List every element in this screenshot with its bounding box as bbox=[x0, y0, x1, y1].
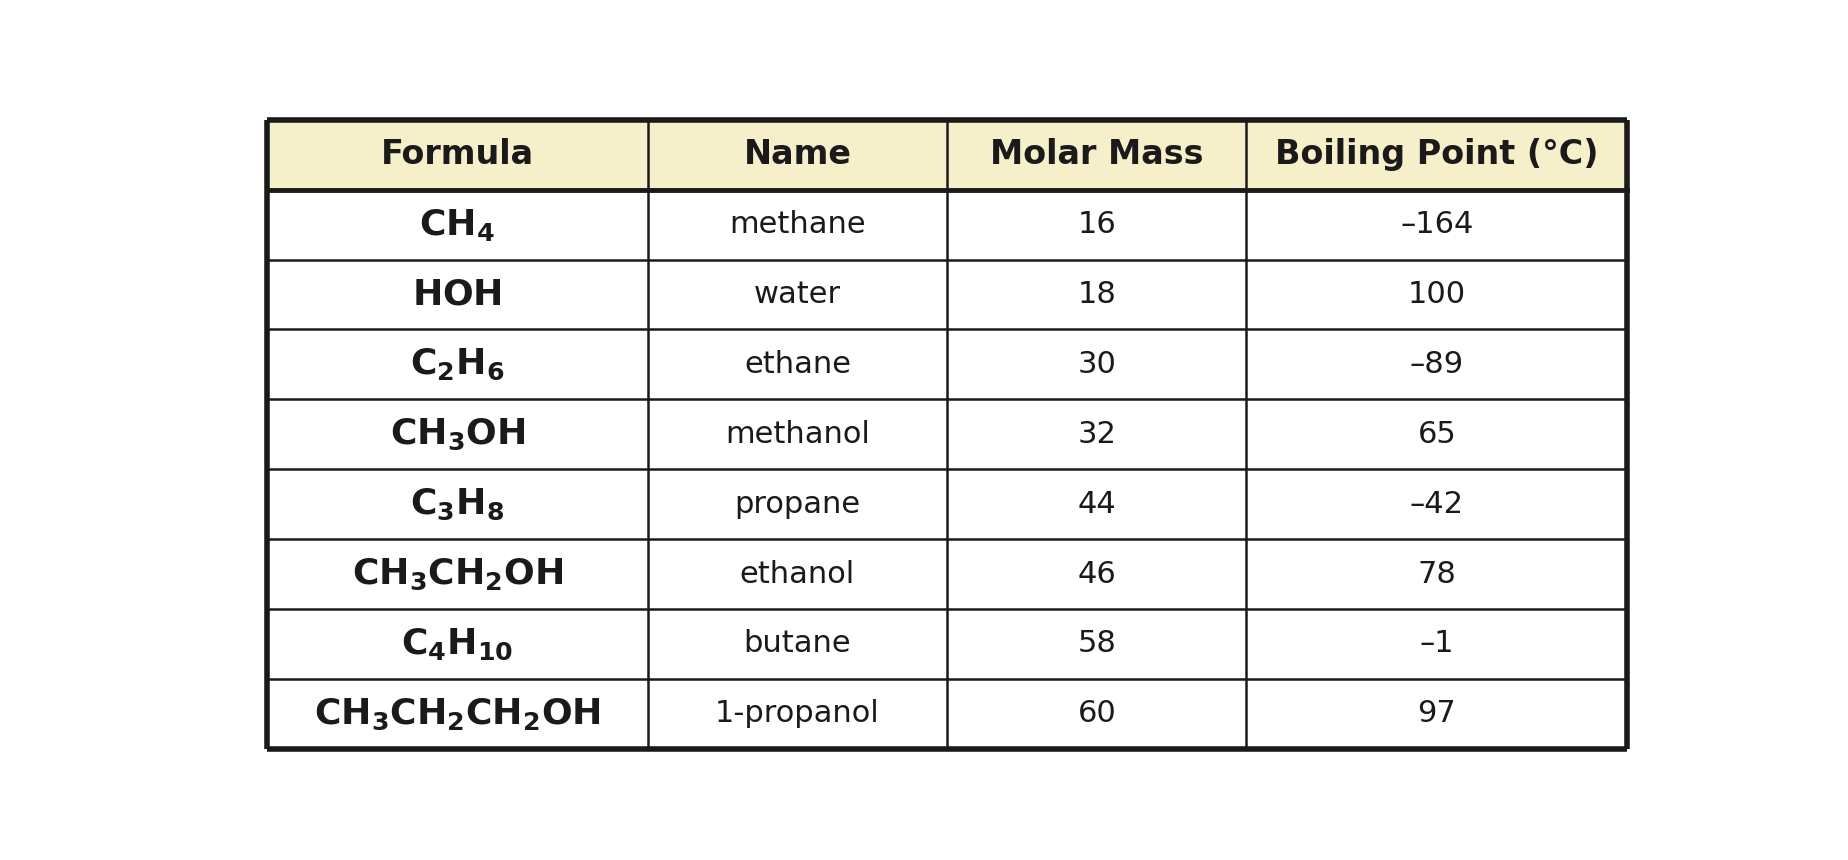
Bar bbox=[948, 329, 1246, 399]
Text: –89: –89 bbox=[1410, 350, 1464, 379]
Text: $\mathregular{CH_3CH_2CH_2OH}$: $\mathregular{CH_3CH_2CH_2OH}$ bbox=[314, 697, 601, 732]
Text: $\mathregular{CH_4}$: $\mathregular{CH_4}$ bbox=[419, 206, 495, 243]
Text: 100: 100 bbox=[1408, 280, 1465, 309]
Bar bbox=[948, 539, 1246, 609]
Text: 16: 16 bbox=[1077, 210, 1116, 239]
Bar bbox=[649, 190, 948, 260]
Text: 65: 65 bbox=[1417, 420, 1456, 449]
Text: –1: –1 bbox=[1419, 630, 1454, 659]
Text: Boiling Point (°C): Boiling Point (°C) bbox=[1275, 138, 1599, 171]
Text: $\mathregular{HOH}$: $\mathregular{HOH}$ bbox=[412, 278, 503, 311]
Bar bbox=[1246, 399, 1628, 470]
Text: 1-propanol: 1-propanol bbox=[715, 699, 880, 728]
Bar bbox=[266, 539, 649, 609]
Bar bbox=[1246, 470, 1628, 539]
Text: 18: 18 bbox=[1077, 280, 1116, 309]
Bar bbox=[1246, 329, 1628, 399]
Bar bbox=[649, 120, 948, 190]
Bar bbox=[266, 609, 649, 679]
Text: 46: 46 bbox=[1077, 560, 1116, 588]
Text: ethanol: ethanol bbox=[739, 560, 856, 588]
Bar bbox=[1246, 190, 1628, 260]
Bar bbox=[1246, 679, 1628, 749]
Text: $\mathregular{C_3H_8}$: $\mathregular{C_3H_8}$ bbox=[410, 487, 505, 522]
Bar bbox=[649, 399, 948, 470]
Text: Molar Mass: Molar Mass bbox=[991, 138, 1203, 171]
Bar bbox=[266, 260, 649, 329]
Text: $\mathregular{CH_3CH_2OH}$: $\mathregular{CH_3CH_2OH}$ bbox=[351, 556, 564, 592]
Text: –164: –164 bbox=[1401, 210, 1473, 239]
Bar bbox=[649, 329, 948, 399]
Bar bbox=[266, 190, 649, 260]
Text: $\mathregular{CH_3OH}$: $\mathregular{CH_3OH}$ bbox=[390, 416, 525, 452]
Text: $\mathregular{C_4H_{10}}$: $\mathregular{C_4H_{10}}$ bbox=[401, 626, 514, 661]
Text: water: water bbox=[754, 280, 841, 309]
Bar bbox=[266, 329, 649, 399]
Bar bbox=[948, 190, 1246, 260]
Bar bbox=[649, 470, 948, 539]
Text: Name: Name bbox=[743, 138, 852, 171]
Bar bbox=[1246, 120, 1628, 190]
Bar bbox=[948, 399, 1246, 470]
Text: 78: 78 bbox=[1417, 560, 1456, 588]
Bar bbox=[1246, 260, 1628, 329]
Bar bbox=[649, 609, 948, 679]
Text: 60: 60 bbox=[1077, 699, 1116, 728]
Bar bbox=[1246, 609, 1628, 679]
Text: 97: 97 bbox=[1417, 699, 1456, 728]
Bar bbox=[266, 679, 649, 749]
Bar bbox=[266, 120, 649, 190]
Bar bbox=[948, 679, 1246, 749]
Text: 32: 32 bbox=[1077, 420, 1116, 449]
Text: butane: butane bbox=[743, 630, 852, 659]
Bar bbox=[948, 609, 1246, 679]
Text: 58: 58 bbox=[1077, 630, 1116, 659]
Bar bbox=[1246, 539, 1628, 609]
Bar bbox=[948, 260, 1246, 329]
Text: $\mathregular{C_2H_6}$: $\mathregular{C_2H_6}$ bbox=[410, 347, 505, 382]
Text: 44: 44 bbox=[1077, 489, 1116, 519]
Bar bbox=[266, 399, 649, 470]
Text: 30: 30 bbox=[1077, 350, 1116, 379]
Bar bbox=[649, 679, 948, 749]
Bar bbox=[649, 539, 948, 609]
Text: –42: –42 bbox=[1410, 489, 1464, 519]
Text: ethane: ethane bbox=[745, 350, 850, 379]
Bar bbox=[948, 120, 1246, 190]
Text: methane: methane bbox=[730, 210, 865, 239]
Text: propane: propane bbox=[734, 489, 861, 519]
Text: methanol: methanol bbox=[724, 420, 870, 449]
Bar bbox=[266, 470, 649, 539]
Bar bbox=[948, 470, 1246, 539]
Bar bbox=[649, 260, 948, 329]
Text: Formula: Formula bbox=[381, 138, 534, 171]
